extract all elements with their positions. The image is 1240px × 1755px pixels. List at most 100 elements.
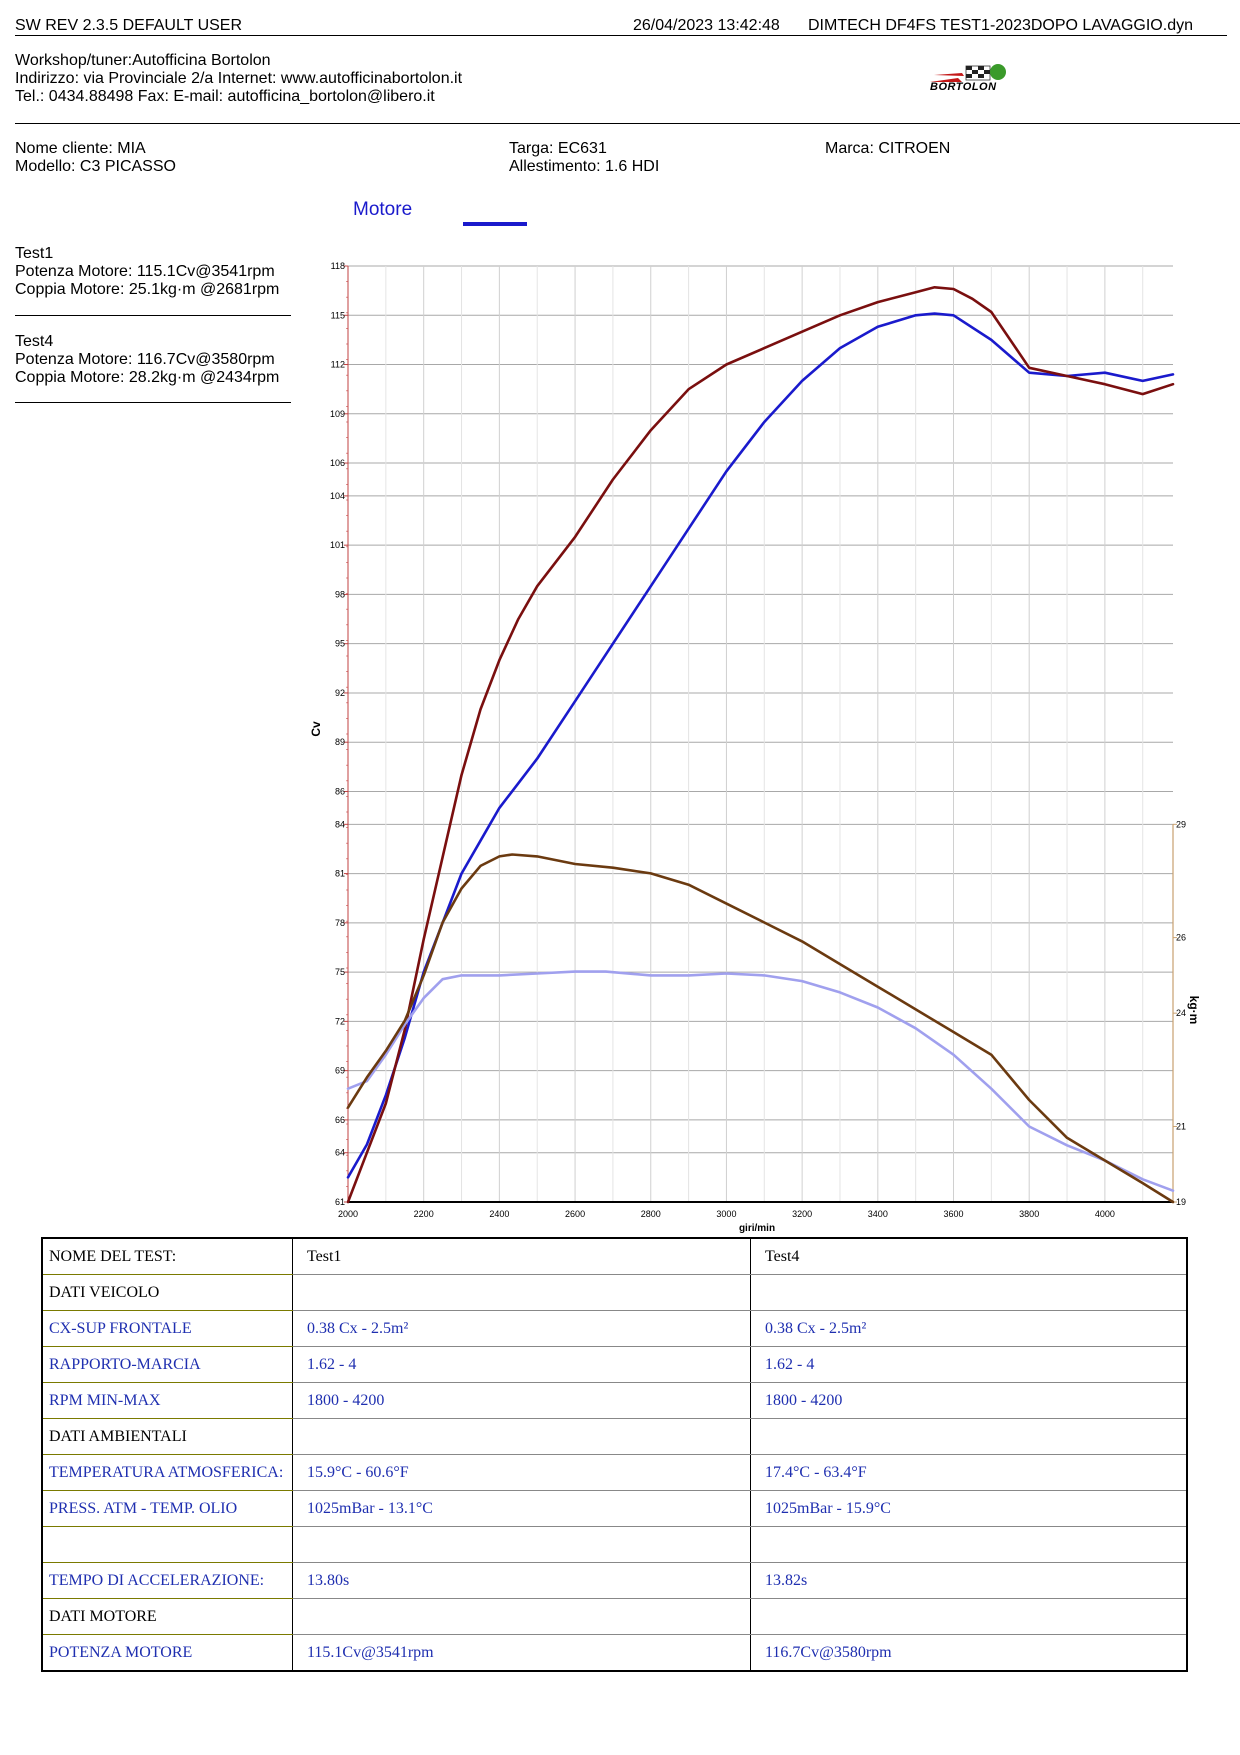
table-row: DATI AMBIENTALI <box>42 1418 1187 1455</box>
table-cell-test4: 116.7Cv@3580rpm <box>750 1634 1187 1672</box>
vehicle-brand: Marca: CITROEN <box>825 140 951 157</box>
table-cell-test1: 115.1Cv@3541rpm <box>292 1634 751 1672</box>
y-tick-label: 64 <box>335 1148 345 1158</box>
table-row-label: POTENZA MOTORE <box>42 1634 293 1672</box>
y-tick-label: 89 <box>335 737 345 747</box>
y-tick-label: 101 <box>330 540 345 550</box>
table-row: DATI VEICOLO <box>42 1274 1187 1311</box>
x-tick-label: 2200 <box>414 1209 434 1219</box>
x-tick-label: 3800 <box>1019 1209 1039 1219</box>
table-row-label: DATI MOTORE <box>42 1598 293 1635</box>
table-cell-test4: 1025mBar - 15.9°C <box>750 1490 1187 1527</box>
y-tick-label: 66 <box>335 1115 345 1125</box>
table-cell-test1 <box>292 1598 751 1635</box>
test4-rule <box>15 402 291 403</box>
torque-curve-2 <box>346 970 1175 1192</box>
x-axis-label: giri/min <box>739 1223 775 1234</box>
workshop-name: Workshop/tuner:Autofficina Bortolon <box>15 52 271 69</box>
table-row-label: RAPPORTO-MARCIA <box>42 1346 293 1383</box>
y-tick-label: 109 <box>330 409 345 419</box>
table-row: PRESS. ATM - TEMP. OLIO 1025mBar - 13.1°C… <box>42 1490 1187 1527</box>
y-tick-label: 75 <box>335 967 345 977</box>
software-version: SW REV 2.3.5 DEFAULT USER <box>15 17 243 34</box>
y2-axis-label: kg·m <box>1187 996 1201 1025</box>
logo-text: BORTOLON <box>930 81 997 93</box>
table-row-label: NOME DEL TEST: <box>42 1238 293 1275</box>
table-cell-test4 <box>750 1526 1187 1563</box>
table-cell-test1: 13.80s <box>292 1562 751 1599</box>
power-curve-0 <box>346 312 1175 1179</box>
vehicle-plate: Targa: EC631 <box>509 140 607 157</box>
report-datetime: 26/04/2023 13:42:48 <box>633 17 780 34</box>
test1-power: Potenza Motore: 115.1Cv@3541rpm <box>15 263 275 280</box>
table-row-label: TEMPERATURA ATMOSFERICA: <box>42 1454 293 1491</box>
x-tick-label: 2000 <box>338 1209 358 1219</box>
workshop-contacts: Tel.: 0434.88498 Fax: E-mail: autofficin… <box>15 88 435 105</box>
y-tick-label: 72 <box>335 1016 345 1026</box>
test1-torque: Coppia Motore: 25.1kg·m @2681rpm <box>15 281 280 298</box>
table-row: NOME DEL TEST: Test1 Test4 <box>42 1238 1187 1275</box>
table-cell-test1: Test1 <box>292 1238 751 1275</box>
y-tick-label: 118 <box>331 261 345 271</box>
y-tick-label: 78 <box>335 918 345 928</box>
y-tick-label: 106 <box>330 458 345 468</box>
table-row-label: PRESS. ATM - TEMP. OLIO <box>42 1490 293 1527</box>
x-tick-label: 2400 <box>489 1209 509 1219</box>
y2-tick-label: 19 <box>1176 1197 1186 1207</box>
vehicle-model: Modello: C3 PICASSO <box>15 158 176 175</box>
y-tick-label: 81 <box>335 869 345 879</box>
power-curve-1 <box>346 285 1175 1204</box>
table-cell-test1: 1.62 - 4 <box>292 1346 751 1383</box>
x-tick-label: 3200 <box>792 1209 812 1219</box>
table-cell-test1: 15.9°C - 60.6°F <box>292 1454 751 1491</box>
table-row-label <box>42 1526 293 1563</box>
workshop-rule <box>15 123 1240 124</box>
table-cell-test4: 0.38 Cx - 2.5m² <box>750 1310 1187 1347</box>
logo-graphic <box>930 64 1006 82</box>
table-row: TEMPO DI ACCELERAZIONE: 13.80s 13.82s <box>42 1562 1187 1599</box>
table-row-label: DATI AMBIENTALI <box>42 1418 293 1455</box>
x-tick-label: 3400 <box>868 1209 888 1219</box>
table-cell-test4: Test4 <box>750 1238 1187 1275</box>
y-tick-label: 104 <box>330 491 345 501</box>
y-axis-label: Cv <box>309 721 323 737</box>
y-tick-label: 69 <box>335 1066 345 1076</box>
x-tick-label: 2800 <box>641 1209 661 1219</box>
report-file: DIMTECH DF4FS TEST1-2023DOPO LAVAGGIO.dy… <box>808 17 1193 34</box>
table-row-label: DATI VEICOLO <box>42 1274 293 1311</box>
table-cell-test4 <box>750 1418 1187 1455</box>
table-row-label: CX-SUP FRONTALE <box>42 1310 293 1347</box>
table-cell-test1: 0.38 Cx - 2.5m² <box>292 1310 751 1347</box>
y-tick-label: 84 <box>335 819 345 829</box>
vehicle-trim: Allestimento: 1.6 HDI <box>509 158 660 175</box>
table-cell-test1: 1800 - 4200 <box>292 1382 751 1419</box>
table-row-label: RPM MIN-MAX <box>42 1382 293 1419</box>
x-tick-label: 3000 <box>716 1209 736 1219</box>
client-name: Nome cliente: MIA <box>15 140 146 157</box>
test4-torque: Coppia Motore: 28.2kg·m @2434rpm <box>15 369 280 386</box>
table-cell-test4: 1800 - 4200 <box>750 1382 1187 1419</box>
workshop-address: Indirizzo: via Provinciale 2/a Internet:… <box>15 70 463 87</box>
y2-tick-label: 24 <box>1176 1008 1186 1018</box>
chart-series <box>346 285 1175 1204</box>
chart-axes: 61 64 66 69 72 75 78 81 84 86 89 92 95 98 101 104 106 109… <box>330 261 1186 1219</box>
y-tick-label: 61 <box>335 1197 345 1207</box>
table-row: CX-SUP FRONTALE 0.38 Cx - 2.5m² 0.38 Cx - … <box>42 1310 1187 1347</box>
test4-power: Potenza Motore: 116.7Cv@3580rpm <box>15 351 275 368</box>
table-cell-test4 <box>750 1598 1187 1635</box>
table-cell-test1: 1025mBar - 13.1°C <box>292 1490 751 1527</box>
table-row: DATI MOTORE <box>42 1598 1187 1635</box>
dyno-chart: 61 64 66 69 72 75 78 81 84 86 89 92 95 98 101 104 106 109… <box>309 261 1201 1234</box>
legend-swatch <box>463 222 527 226</box>
test1-rule <box>15 315 291 316</box>
y2-tick-label: 29 <box>1176 819 1186 829</box>
workshop-logo: BORTOLON <box>928 60 1020 96</box>
table-cell-test4: 17.4°C - 63.4°F <box>750 1454 1187 1491</box>
table-row-label: TEMPO DI ACCELERAZIONE: <box>42 1562 293 1599</box>
table-row: TEMPERATURA ATMOSFERICA: 15.9°C - 60.6°F 1… <box>42 1454 1187 1491</box>
x-tick-label: 4000 <box>1095 1209 1115 1219</box>
table-row: POTENZA MOTORE 115.1Cv@3541rpm 116.7Cv@358… <box>42 1634 1187 1672</box>
y2-tick-label: 21 <box>1176 1121 1186 1131</box>
y-tick-label: 115 <box>331 310 345 320</box>
table-row <box>42 1526 1187 1563</box>
